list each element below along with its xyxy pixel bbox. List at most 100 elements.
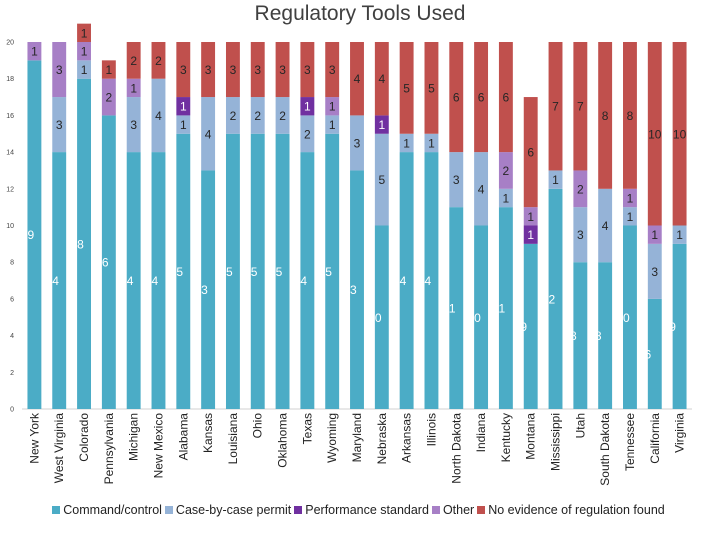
category-label: Ohio [251, 413, 265, 439]
bar-segment [325, 42, 340, 98]
bar-segment [672, 243, 687, 409]
data-label: 15 [269, 265, 283, 279]
data-label: 1 [106, 63, 113, 77]
data-label: 11 [443, 302, 456, 316]
bar-segment [325, 115, 340, 134]
bar-segment [474, 42, 489, 153]
category-label: Tennessee [623, 413, 637, 471]
bar-segment [126, 78, 141, 98]
data-label: 3 [180, 63, 187, 77]
bar-segment [498, 188, 513, 208]
data-label: 3 [577, 228, 584, 242]
bar-segment [250, 97, 265, 134]
data-label: 14 [46, 274, 60, 288]
bar-segment [598, 188, 613, 263]
data-label: 14 [145, 274, 159, 288]
bar-segment [523, 97, 538, 208]
bar-segment [325, 133, 340, 409]
legend-swatch [164, 506, 173, 514]
y-tick-label: 6 [10, 296, 14, 303]
data-label: 5 [378, 173, 385, 187]
bar-segment [449, 152, 464, 208]
legend-item: Other [431, 503, 474, 517]
category-label: Arkansas [400, 413, 414, 463]
data-label: 6 [644, 347, 651, 361]
legend-swatch [477, 506, 486, 514]
data-label: 2 [304, 127, 311, 141]
category-label: Kansas [201, 413, 215, 453]
bar-segment [573, 207, 588, 263]
bar-segment [350, 115, 364, 171]
bar-segment [424, 42, 439, 134]
data-label: 3 [205, 63, 212, 77]
data-label: 1 [329, 118, 336, 132]
category-label: Maryland [350, 413, 364, 462]
category-label: South Dakota [598, 413, 612, 486]
data-label: 6 [453, 91, 460, 105]
bar-segment [374, 133, 389, 226]
bar-segment [151, 78, 166, 153]
data-label: 3 [279, 63, 286, 77]
category-label: Oklahoma [276, 413, 290, 468]
data-label: 5 [428, 81, 435, 95]
data-label: 9 [669, 320, 676, 334]
bar-segment [647, 298, 662, 409]
data-label: 4 [478, 182, 485, 196]
data-label: 9 [520, 320, 527, 334]
data-label: 2 [106, 91, 113, 105]
category-label: Colorado [77, 413, 91, 462]
category-label: West Virginia [52, 413, 66, 484]
data-label: 2 [279, 109, 286, 123]
category-label: Pennsylvania [102, 413, 116, 485]
legend: Command/control Case-by-case permit Perfor… [0, 503, 720, 517]
bar-segment [52, 42, 67, 98]
bar-segment [350, 170, 364, 409]
data-label: 7 [552, 100, 559, 114]
x-axis: New York West Virginia Colorado Pennsylvani… [27, 412, 686, 486]
category-label: Texas [300, 413, 314, 444]
category-label: Alabama [176, 413, 190, 461]
category-label: Wyoming [325, 413, 339, 463]
bar-segment [126, 152, 141, 409]
data-label: 1 [81, 26, 88, 40]
data-label: 2 [230, 109, 237, 123]
data-label: 10 [673, 127, 687, 141]
data-label: 3 [56, 63, 63, 77]
category-label: Indiana [474, 413, 488, 453]
category-label: Utah [573, 413, 587, 438]
bar-segment [647, 42, 662, 226]
bar-segment [523, 243, 538, 409]
bar-segment [250, 133, 265, 409]
bar-segment [573, 262, 588, 409]
bar-segment [101, 78, 116, 116]
data-label: 3 [304, 63, 311, 77]
bar-segment [52, 152, 67, 409]
data-label: 8 [627, 109, 634, 123]
data-label: 1 [676, 228, 683, 242]
y-tick-label: 18 [6, 76, 14, 83]
data-label: 18 [70, 237, 84, 251]
data-label: 1 [627, 191, 634, 205]
data-label: 15 [244, 265, 258, 279]
data-label: 12 [542, 292, 556, 306]
bar-segment [548, 42, 563, 171]
data-label: 3 [230, 63, 237, 77]
category-label: Kentucky [499, 413, 513, 462]
legend-swatch [431, 506, 440, 514]
legend-label: Performance standard [305, 503, 429, 517]
bar-segment [449, 42, 464, 153]
bar-segment [300, 115, 315, 153]
data-label: 1 [180, 100, 187, 114]
data-label: 15 [170, 265, 184, 279]
data-label: 4 [354, 72, 361, 86]
bar-segment [498, 207, 513, 409]
bar-segment [101, 115, 116, 410]
data-label: 4 [205, 127, 212, 141]
data-label: 1 [527, 210, 534, 224]
data-label: 14 [294, 274, 308, 288]
data-label: 1 [403, 136, 410, 150]
data-label: 1 [81, 45, 88, 59]
y-tick-label: 14 [6, 150, 14, 157]
category-label: Virginia [673, 413, 687, 453]
data-label: 2 [130, 54, 137, 68]
